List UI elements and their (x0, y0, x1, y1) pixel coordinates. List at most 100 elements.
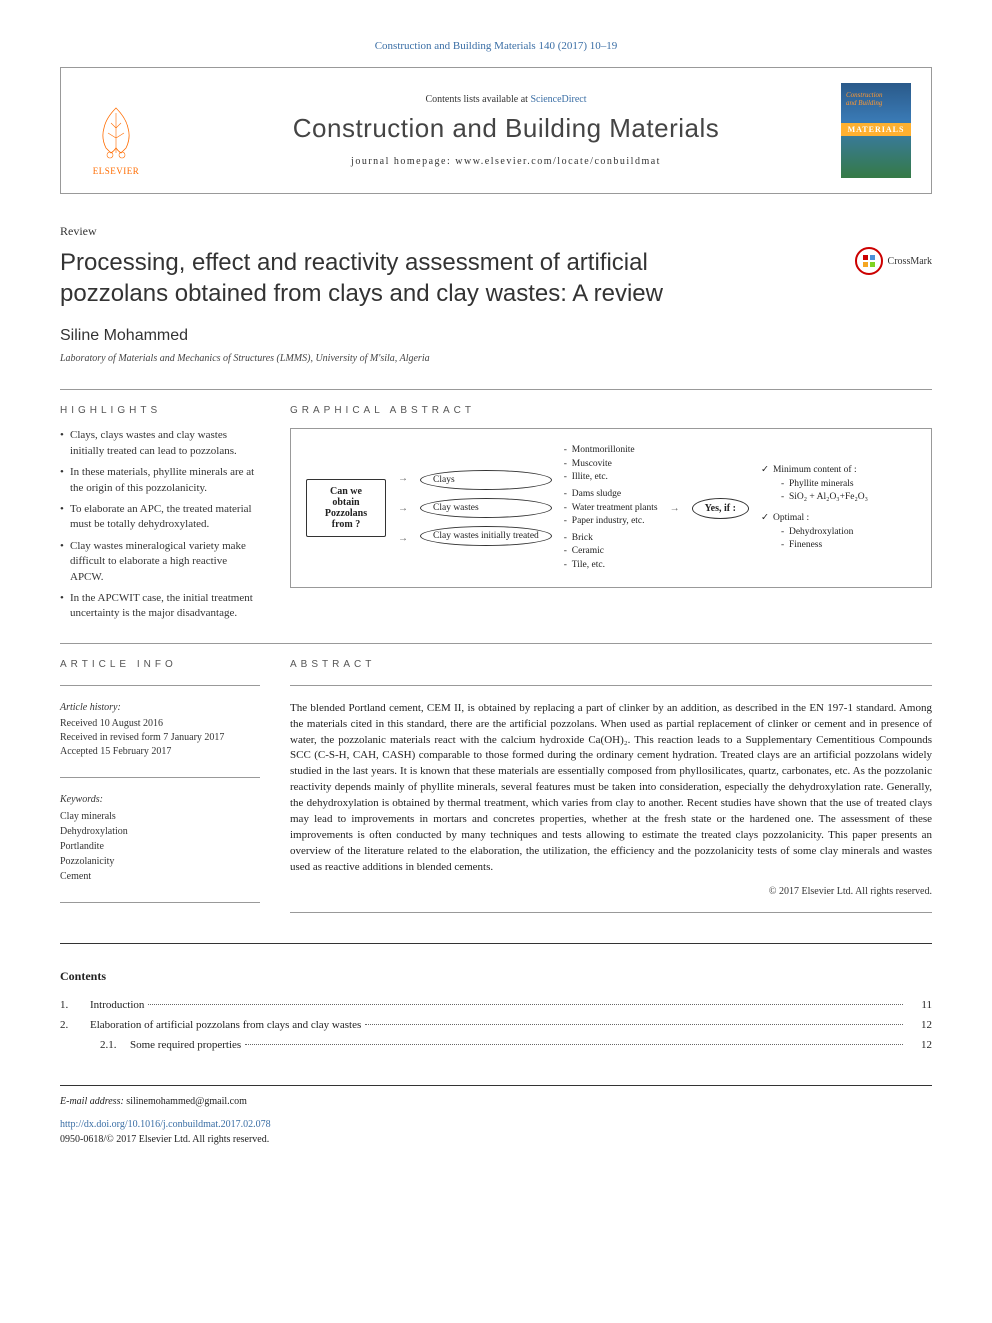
journal-title: Construction and Building Materials (171, 113, 841, 144)
highlight-item: To elaborate an APC, the treated materia… (60, 502, 260, 533)
toc-dots (148, 1004, 903, 1005)
divider (60, 943, 932, 944)
toc-row[interactable]: 2.1.Some required properties 12 (60, 1036, 932, 1056)
flowchart-branch-node: Clay wastes initially treated (420, 526, 552, 546)
abstract-label: ABSTRACT (290, 659, 932, 670)
flowchart-item: Montmorillonite (564, 444, 658, 457)
crossmark-badge[interactable]: CrossMark (855, 247, 932, 275)
journal-header: ELSEVIER Contents lists available at Sci… (60, 67, 932, 194)
cover-title-text: Construction and Building (846, 91, 906, 108)
elsevier-logo: ELSEVIER (81, 86, 151, 176)
author-email[interactable]: silinemohammed@gmail.com (126, 1096, 247, 1107)
revised-date: Received in revised form 7 January 2017 (60, 731, 260, 745)
toc-row[interactable]: 1.Introduction 11 (60, 996, 932, 1016)
toc-dots (245, 1044, 903, 1045)
homepage-url[interactable]: www.elsevier.com/locate/conbuildmat (455, 156, 661, 167)
toc-number: 2. (60, 1016, 90, 1036)
condition-item: Phyllite minerals (781, 478, 868, 491)
flowchart-item-group: Dams sludgeWater treatment plantsPaper i… (564, 488, 658, 528)
flowchart-branch-items: MontmorilloniteMuscoviteIllite, etc.Dams… (564, 444, 658, 572)
highlights-list: Clays, clays wastes and clay wastes init… (60, 428, 260, 621)
toc-number: 2.1. (100, 1036, 130, 1056)
highlights-column: HIGHLIGHTS Clays, clays wastes and clay … (60, 405, 260, 627)
flowchart-start-box: Can we obtain Pozzolans from ? (306, 479, 386, 537)
toc-dots (365, 1024, 903, 1025)
toc-title: Some required properties (130, 1036, 241, 1056)
toc-page: 12 (907, 1036, 932, 1056)
homepage-prefix: journal homepage: (351, 156, 455, 167)
journal-header-center: Contents lists available at ScienceDirec… (171, 94, 841, 167)
flowchart-item-group: BrickCeramicTile, etc. (564, 532, 658, 572)
article-history: Article history: Received 10 August 2016… (60, 701, 260, 759)
condition-opt-items: DehydroxylationFineness (761, 526, 868, 553)
condition-min-items: Phyllite mineralsSiO₂ + Al₂O₃+Fe₂O₃ (761, 478, 868, 505)
flowchart-item-group: MontmorilloniteMuscoviteIllite, etc. (564, 444, 658, 484)
flowchart-arrows-1: →→→ (398, 463, 408, 553)
flowchart-branch-nodes: Clays Clay wastes Clay wastes initially tr… (420, 470, 552, 546)
author-affiliation: Laboratory of Materials and Mechanics of… (60, 353, 932, 364)
crossmark-icon (855, 247, 883, 275)
flowchart-yes-node: Yes, if : (692, 498, 749, 519)
table-of-contents: 1.Introduction 112.Elaboration of artific… (60, 996, 932, 1055)
contents-prefix: Contents lists available at (425, 94, 530, 105)
flowchart-item: Paper industry, etc. (564, 515, 658, 528)
keyword-item: Clay minerals (60, 809, 260, 824)
email-label: E-mail address: (60, 1096, 126, 1107)
cover-line2: and Building (846, 99, 906, 107)
divider (60, 643, 932, 644)
author-name: Siline Mohammed (60, 327, 932, 345)
divider (60, 902, 260, 903)
highlight-item: In these materials, phyllite minerals ar… (60, 465, 260, 496)
toc-page: 11 (907, 996, 932, 1016)
graphical-abstract-label: GRAPHICAL ABSTRACT (290, 405, 932, 416)
graphical-abstract-figure: Can we obtain Pozzolans from ? →→→ Clays… (290, 428, 932, 588)
contents-heading: Contents (60, 969, 932, 984)
highlights-label: HIGHLIGHTS (60, 405, 260, 416)
flowchart-arrows-2: → (670, 493, 680, 523)
divider (60, 777, 260, 778)
keyword-item: Dehydroxylation (60, 824, 260, 839)
issn-copyright: 0950-0618/© 2017 Elsevier Ltd. All right… (60, 1132, 932, 1147)
flowchart-branch-node: Clays (420, 470, 552, 490)
divider (60, 389, 932, 390)
flowchart: Can we obtain Pozzolans from ? →→→ Clays… (306, 444, 916, 572)
keywords-block: Keywords: Clay mineralsDehydroxylationPo… (60, 793, 260, 884)
highlights-graphical-row: HIGHLIGHTS Clays, clays wastes and clay … (60, 405, 932, 627)
divider (290, 685, 932, 686)
flowchart-item: Water treatment plants (564, 502, 658, 515)
highlight-item: Clay wastes mineralogical variety make d… (60, 539, 260, 585)
graphical-abstract-column: GRAPHICAL ABSTRACT Can we obtain Pozzola… (290, 405, 932, 627)
toc-number: 1. (60, 996, 90, 1016)
flowchart-branch-node: Clay wastes (420, 498, 552, 518)
flowchart-item: Illite, etc. (564, 471, 658, 484)
keywords-list: Clay mineralsDehydroxylationPortlanditeP… (60, 809, 260, 884)
condition-opt-label: Optimal : (761, 512, 868, 525)
highlight-item: Clays, clays wastes and clay wastes init… (60, 428, 260, 459)
journal-homepage-line: journal homepage: www.elsevier.com/locat… (171, 156, 841, 167)
article-type: Review (60, 224, 932, 239)
article-title: Processing, effect and reactivity assess… (60, 247, 740, 309)
flowchart-conditions: Minimum content of : Phyllite mineralsSi… (761, 464, 868, 552)
flowchart-item: Dams sludge (564, 488, 658, 501)
toc-title: Introduction (90, 996, 144, 1016)
condition-item: SiO₂ + Al₂O₃+Fe₂O₃ (781, 491, 868, 504)
flowchart-item: Ceramic (564, 545, 658, 558)
keywords-heading: Keywords: (60, 793, 260, 807)
science-direct-link[interactable]: ScienceDirect (530, 94, 586, 105)
abstract-text: The blended Portland cement, CEM II, is … (290, 701, 932, 876)
flowchart-item: Muscovite (564, 458, 658, 471)
toc-row[interactable]: 2.Elaboration of artificial pozzolans fr… (60, 1016, 932, 1036)
toc-page: 12 (907, 1016, 932, 1036)
accepted-date: Accepted 15 February 2017 (60, 745, 260, 759)
journal-cover-thumbnail: Construction and Building MATERIALS (841, 83, 911, 178)
divider (60, 685, 260, 686)
page-footer: E-mail address: silinemohammed@gmail.com… (60, 1085, 932, 1147)
abstract-copyright: © 2017 Elsevier Ltd. All rights reserved… (290, 886, 932, 897)
article-info-label: ARTICLE INFO (60, 659, 260, 670)
condition-item: Dehydroxylation (781, 526, 868, 539)
keyword-item: Pozzolanicity (60, 854, 260, 869)
footer-email-line: E-mail address: silinemohammed@gmail.com (60, 1094, 932, 1109)
history-heading: Article history: (60, 701, 260, 715)
doi-link[interactable]: http://dx.doi.org/10.1016/j.conbuildmat.… (60, 1117, 932, 1132)
cover-line1: Construction (846, 91, 906, 99)
